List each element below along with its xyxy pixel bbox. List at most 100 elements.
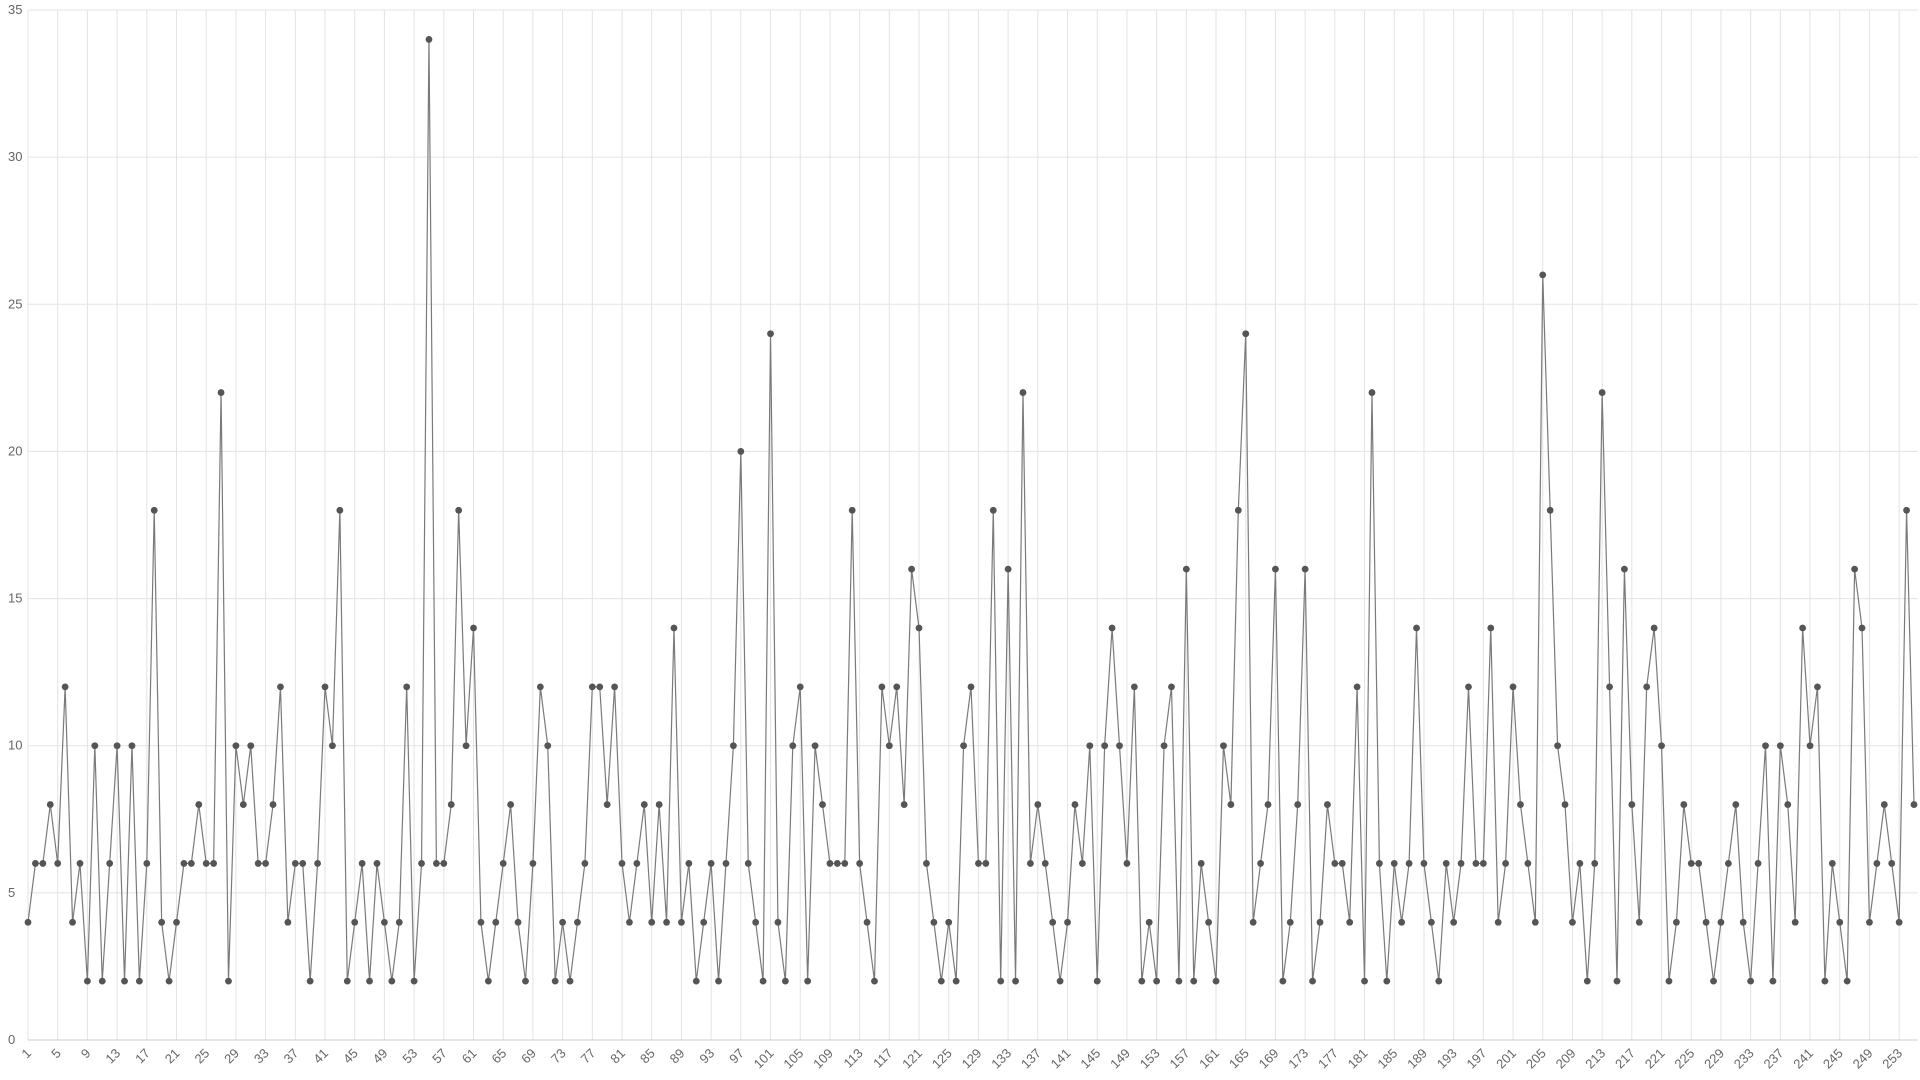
data-point (967, 683, 975, 691)
data-point (1442, 860, 1450, 867)
data-point (878, 683, 886, 691)
data-point (180, 860, 188, 867)
data-point (165, 977, 173, 985)
y-tick-label: 5 (8, 885, 15, 900)
data-point (685, 860, 693, 867)
data-point (1457, 860, 1465, 867)
x-tick-label: 137 (1018, 1046, 1044, 1072)
x-tick-label: 105 (780, 1046, 806, 1072)
data-point (1613, 977, 1621, 985)
x-tick-label: 85 (637, 1046, 658, 1067)
data-point (833, 860, 841, 867)
data-point (150, 506, 158, 514)
data-point (351, 918, 359, 926)
data-point (54, 860, 62, 867)
data-point (1249, 918, 1257, 926)
data-point (848, 506, 856, 514)
data-point (945, 918, 953, 926)
data-point (1027, 860, 1034, 867)
data-point (1279, 977, 1287, 985)
x-tick-label: 101 (751, 1046, 777, 1072)
data-point (1702, 918, 1710, 926)
data-point (982, 860, 990, 867)
data-point (1732, 801, 1740, 808)
data-point (470, 624, 477, 632)
data-point (1517, 801, 1524, 808)
data-point (1205, 918, 1213, 926)
data-point (1895, 918, 1903, 926)
data-point (819, 801, 826, 808)
data-point (893, 683, 901, 691)
data-point (381, 918, 388, 926)
x-tick-label: 197 (1464, 1046, 1490, 1072)
data-point (1583, 977, 1591, 985)
x-tick-label: 41 (310, 1046, 331, 1067)
data-point (1799, 624, 1807, 632)
x-tick-label: 73 (548, 1046, 569, 1067)
data-point (930, 918, 938, 926)
data-point (1324, 801, 1331, 808)
x-tick-label: 157 (1166, 1046, 1192, 1072)
data-point (329, 742, 336, 750)
x-tick-label: 33 (251, 1046, 272, 1067)
data-point (759, 977, 767, 985)
data-point (135, 977, 143, 985)
data-point (1012, 977, 1019, 985)
data-point (1591, 860, 1599, 867)
y-tick-label: 15 (8, 591, 22, 606)
x-tick-label: 65 (488, 1046, 509, 1067)
data-point (678, 918, 685, 926)
data-point (923, 860, 930, 867)
x-tick-label: 209 (1553, 1046, 1579, 1072)
data-point (254, 860, 262, 867)
x-tick-label: 13 (102, 1046, 123, 1067)
data-point (24, 918, 32, 926)
x-tick-label: 129 (959, 1046, 985, 1072)
data-point (1791, 918, 1799, 926)
x-tick-label: 253 (1879, 1046, 1905, 1072)
data-point (1190, 977, 1198, 985)
data-point (1123, 860, 1131, 867)
data-point (1695, 860, 1703, 867)
x-tick-label: 113 (840, 1046, 865, 1071)
x-tick-label: 61 (459, 1046, 480, 1067)
data-point (343, 977, 351, 985)
data-point (1866, 918, 1873, 926)
data-point (98, 977, 106, 985)
data-point (737, 448, 745, 455)
data-point (1301, 565, 1309, 573)
x-tick-label: 109 (810, 1046, 836, 1072)
data-point (640, 801, 648, 808)
data-point (106, 860, 114, 867)
data-point (551, 977, 559, 985)
data-point (299, 860, 307, 867)
data-point (403, 683, 411, 691)
data-point (1836, 918, 1844, 926)
data-point (522, 977, 529, 985)
data-point (1197, 860, 1205, 867)
data-point (1398, 918, 1406, 926)
data-point (121, 977, 128, 985)
x-tick-label: 145 (1077, 1046, 1103, 1072)
data-point (1806, 742, 1814, 750)
data-point (1019, 389, 1027, 396)
data-point (1034, 801, 1042, 808)
data-point (1828, 860, 1836, 867)
data-point (1182, 565, 1190, 573)
data-point (202, 860, 210, 867)
x-tick-label: 245 (1820, 1046, 1846, 1072)
data-point (1539, 271, 1547, 279)
data-point (366, 977, 373, 985)
data-point (1168, 683, 1175, 691)
data-point (915, 624, 923, 632)
data-point (1049, 918, 1057, 926)
data-point (492, 918, 500, 926)
x-tick-label: 181 (1345, 1046, 1371, 1072)
x-tick-label: 29 (221, 1046, 242, 1067)
y-tick-label: 30 (8, 149, 22, 164)
data-point (373, 860, 381, 867)
data-point (1754, 860, 1762, 867)
data-point (1368, 389, 1376, 396)
